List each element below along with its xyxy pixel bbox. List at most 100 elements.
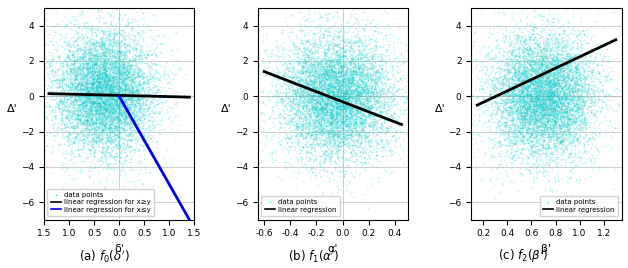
Point bbox=[115, 143, 125, 148]
Point bbox=[328, 106, 338, 110]
Point bbox=[95, 92, 106, 96]
Point bbox=[337, 101, 347, 105]
Point bbox=[553, 45, 563, 49]
Point bbox=[549, 91, 559, 95]
Point bbox=[100, 154, 110, 158]
Point bbox=[541, 72, 551, 76]
Point bbox=[529, 100, 539, 105]
Point bbox=[90, 24, 100, 28]
Point bbox=[98, 50, 108, 54]
Point bbox=[83, 89, 93, 94]
Point bbox=[83, 97, 93, 101]
Point bbox=[573, 71, 583, 75]
Point bbox=[331, 42, 341, 46]
Point bbox=[522, 99, 533, 103]
Point bbox=[137, 73, 147, 77]
Point bbox=[322, 139, 332, 144]
Point bbox=[274, 115, 284, 119]
Point bbox=[65, 120, 75, 124]
Point bbox=[538, 139, 548, 143]
Point bbox=[543, 43, 553, 47]
Point bbox=[288, 74, 298, 78]
Point bbox=[519, 79, 529, 83]
Point bbox=[75, 97, 85, 101]
Point bbox=[104, 63, 114, 67]
Point bbox=[126, 157, 136, 161]
Point bbox=[570, 144, 580, 148]
Point bbox=[75, 96, 85, 101]
Point bbox=[394, 157, 404, 162]
Point bbox=[521, 99, 531, 104]
Point bbox=[338, 81, 348, 85]
Point bbox=[337, 102, 347, 107]
Point bbox=[80, 46, 90, 50]
Point bbox=[533, 88, 543, 92]
Point bbox=[356, 99, 366, 104]
Point bbox=[325, 42, 335, 46]
Point bbox=[100, 73, 110, 77]
Point bbox=[541, 67, 551, 72]
Point bbox=[287, 120, 297, 124]
Point bbox=[92, 102, 102, 106]
Point bbox=[89, 66, 99, 70]
Point bbox=[525, 122, 535, 127]
Point bbox=[344, 95, 354, 100]
Point bbox=[102, 147, 112, 152]
Point bbox=[555, 91, 565, 95]
Point bbox=[310, 124, 320, 128]
Point bbox=[577, 110, 587, 115]
Point bbox=[538, 79, 548, 84]
Point bbox=[319, 46, 329, 51]
Point bbox=[365, 124, 376, 128]
Point bbox=[319, 5, 329, 9]
Point bbox=[109, 126, 119, 131]
Point bbox=[520, 87, 530, 91]
Point bbox=[47, 108, 57, 112]
Point bbox=[285, 104, 295, 108]
Point bbox=[489, 143, 499, 147]
Point bbox=[578, 66, 588, 70]
Point bbox=[75, 135, 85, 139]
Point bbox=[526, 114, 536, 118]
Point bbox=[355, 77, 365, 81]
Point bbox=[528, 62, 538, 66]
Point bbox=[89, 43, 99, 47]
Point bbox=[513, 67, 523, 71]
Point bbox=[92, 109, 102, 113]
Point bbox=[290, 80, 300, 84]
Point bbox=[337, 77, 347, 81]
Point bbox=[531, 81, 541, 85]
Point bbox=[89, 151, 99, 155]
Point bbox=[82, 95, 92, 100]
Point bbox=[308, 82, 318, 86]
Point bbox=[549, 81, 559, 86]
Point bbox=[537, 139, 547, 143]
Point bbox=[318, 108, 328, 113]
Point bbox=[559, 115, 569, 119]
Point bbox=[515, 95, 525, 99]
Point bbox=[335, 80, 345, 85]
Point bbox=[274, 91, 284, 95]
Point bbox=[543, 108, 553, 112]
Point bbox=[517, 68, 527, 72]
Point bbox=[509, 101, 519, 106]
Point bbox=[67, 71, 77, 75]
Point bbox=[367, 135, 377, 139]
Point bbox=[102, 101, 112, 105]
Point bbox=[303, 93, 313, 97]
Point bbox=[497, 129, 507, 134]
Point bbox=[105, 29, 115, 34]
Point bbox=[345, 85, 355, 89]
Point bbox=[135, 142, 145, 146]
Point bbox=[328, 95, 338, 99]
Point bbox=[546, 83, 556, 87]
Point bbox=[49, 78, 59, 82]
Point bbox=[305, 150, 315, 154]
Point bbox=[90, 80, 100, 84]
Point bbox=[80, 103, 90, 108]
Point bbox=[332, 103, 342, 107]
Point bbox=[94, 57, 104, 61]
Point bbox=[511, 88, 521, 93]
Point bbox=[310, 47, 320, 51]
Point bbox=[465, 142, 475, 146]
